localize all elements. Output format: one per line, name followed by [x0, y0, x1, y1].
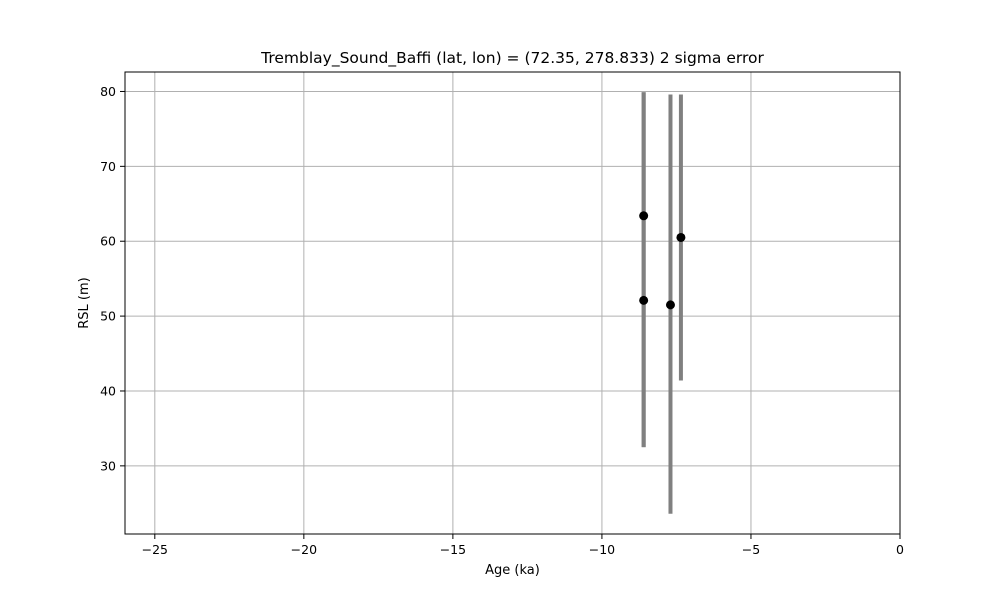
y-axis-label: RSL (m) [77, 277, 92, 328]
data-point [639, 295, 649, 305]
y-axis-ticks: 30 40 50 60 70 80 [100, 84, 125, 473]
y-tick-label: 30 [100, 458, 116, 473]
x-tick-label: −10 [589, 542, 615, 557]
error-bars [641, 92, 683, 514]
y-tick-label: 70 [100, 159, 116, 174]
x-axis-ticks: −25 −20 −15 −10 −5 0 [142, 534, 904, 557]
data-point [676, 232, 686, 242]
chart-title: Tremblay_Sound_Baffi (lat, lon) = (72.35… [260, 49, 764, 68]
x-tick-label: −25 [142, 542, 168, 557]
x-tick-label: −15 [440, 542, 466, 557]
y-tick-label: 50 [100, 309, 116, 324]
data-point [665, 300, 675, 310]
y-tick-label: 80 [100, 84, 116, 99]
data-points [639, 211, 686, 310]
x-tick-label: 0 [896, 542, 904, 557]
x-tick-label: −20 [291, 542, 317, 557]
y-tick-label: 40 [100, 383, 116, 398]
plot-frame [124, 71, 901, 535]
grid-lines [125, 72, 901, 534]
x-axis-label: Age (ka) [485, 563, 540, 578]
x-tick-label: −5 [742, 542, 760, 557]
data-point [639, 211, 649, 221]
y-tick-label: 60 [100, 234, 116, 249]
